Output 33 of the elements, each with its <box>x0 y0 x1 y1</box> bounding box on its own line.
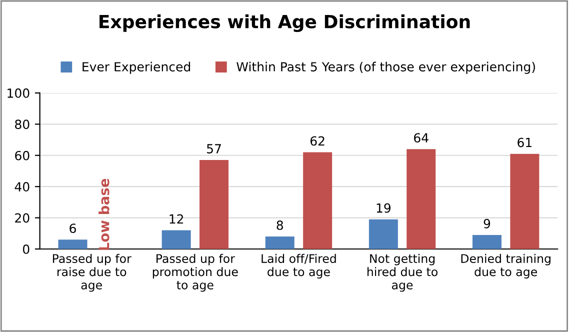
data-label: 57 <box>207 144 221 154</box>
bar <box>368 219 398 249</box>
bar <box>58 240 88 249</box>
x-tick-label: Denied training due to age <box>461 254 550 279</box>
legend-label: Ever Experienced <box>82 62 190 74</box>
bar <box>303 152 332 249</box>
y-tick-label: 40 <box>14 182 30 192</box>
bar <box>472 234 502 249</box>
data-label: 62 <box>310 136 324 146</box>
y-tick-label: 100 <box>8 88 30 98</box>
y-tick-label: 80 <box>15 120 30 130</box>
bar <box>162 230 191 249</box>
chart-title: Experiences with Age Discrimination <box>100 14 470 32</box>
data-label: 19 <box>376 203 391 213</box>
data-label: 12 <box>170 214 184 224</box>
x-tick-label: Not getting hired due to age <box>368 254 438 292</box>
data-label: 61 <box>518 138 532 148</box>
bar <box>510 154 540 249</box>
bar <box>406 149 436 249</box>
bar <box>200 160 229 249</box>
data-label: 64 <box>414 133 428 143</box>
data-label: 9 <box>484 218 490 228</box>
x-tick-label: Laid off/Fired due to age <box>262 254 336 279</box>
bar <box>265 236 294 249</box>
legend-label: Within Past 5 Years (of those ever experiencing) <box>236 62 535 74</box>
x-tick-label: Passed up for raise due to age <box>52 254 132 292</box>
y-tick-label: 60 <box>15 150 30 160</box>
y-tick-label: 0 <box>22 244 30 254</box>
y-tick-label: 20 <box>15 213 30 223</box>
x-tick-label: Passed up for promotion due to age <box>152 254 238 292</box>
data-label: 8 <box>276 220 283 230</box>
data-label: 6 <box>70 224 76 234</box>
annotation: Low base <box>98 178 110 250</box>
